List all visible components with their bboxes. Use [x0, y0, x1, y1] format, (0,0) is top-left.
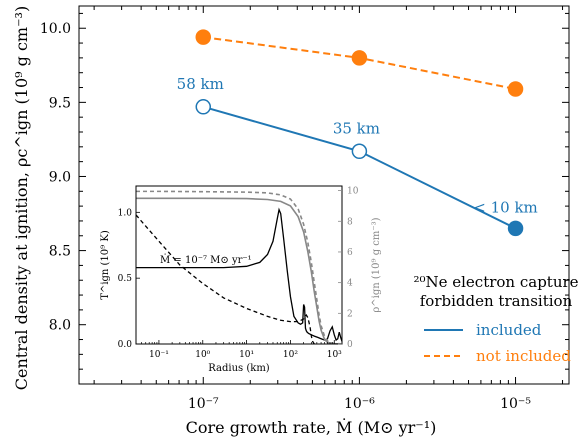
inset-x-axis-label: Radius (km) [208, 363, 270, 374]
inset-series [135, 190, 343, 345]
inset-y-left-tick-label: 0.5 [118, 274, 133, 284]
inset-x-tick-label: 10⁻¹ [149, 350, 169, 360]
inset-x-tick-label: 10³ [327, 350, 342, 360]
inset-panel: 10⁻¹ 10⁰ 10¹ 10² 10³ 0.0 0.5 1.0 0 2 4 6 8 10 Ṁ = 10⁻… [100, 185, 382, 374]
series-point-0 [195, 99, 212, 115]
series-point-1 [507, 81, 524, 97]
inset-y-right-tick-label: 0 [347, 340, 353, 350]
main-annotations: 58 km 35 km < 10 km [177, 75, 538, 217]
main-plot-frame [78, 5, 570, 385]
main-series [195, 29, 524, 237]
inset-series-line-2 [136, 197, 343, 345]
inset-ticks: 10⁻¹ 10⁰ 10¹ 10² 10³ 0.0 0.5 1.0 0 2 4 6 8 10 [118, 187, 359, 360]
legend-label-not-included: not included [476, 347, 571, 365]
inset-x-tick-label: 10⁰ [195, 350, 210, 360]
main-axes [78, 5, 570, 385]
legend-label-included: included [476, 321, 542, 339]
inset-series-line-3 [136, 190, 343, 345]
y-tick-label: 10.0 [40, 21, 71, 37]
legend: ²⁰Ne electron capture forbidden transiti… [413, 273, 578, 365]
inset-background [136, 186, 342, 344]
series-point-1 [195, 29, 212, 45]
x-axis-label: Core growth rate, Ṁ (M⊙ yr⁻¹) [186, 417, 437, 437]
inset-y-left-tick-label: 1.0 [118, 208, 133, 218]
inset-annotation: Ṁ = 10⁻⁷ M⊙ yr⁻¹ [160, 254, 252, 266]
inset-y-left-tick-label: 0.0 [118, 340, 133, 350]
legend-title-line-1: ²⁰Ne electron capture [413, 273, 578, 291]
y-tick-label: 8.5 [49, 244, 71, 260]
x-tick-label: 10⁻⁷ [188, 396, 219, 412]
y-tick-label: 8.0 [49, 318, 71, 334]
inset-frame [135, 185, 343, 345]
y-axis-label: Central density at ignition, ρc^ign (10⁹… [12, 6, 31, 390]
inset-y-axis-label-right: ρ^ign (10⁹ g cm⁻³) [371, 217, 382, 312]
inset-series-line-1 [135, 214, 315, 345]
y-tick-label: 9.5 [49, 95, 71, 111]
inset-x-tick-label: 10² [283, 350, 298, 360]
inset-y-right-tick-label: 4 [347, 279, 353, 289]
inset-series-line-0 [136, 207, 343, 342]
inset-y-right-tick-label: 2 [347, 309, 353, 319]
y-tick-label: 9.0 [49, 169, 71, 185]
series-point-0 [507, 220, 524, 237]
series-point-0 [351, 143, 368, 160]
x-tick-label: 10⁻⁵ [500, 396, 531, 412]
point-annotation: 35 km [333, 119, 380, 137]
inset-y-right-tick-label: 8 [347, 217, 353, 227]
x-tick-label: 10⁻⁶ [344, 396, 375, 412]
main-ticks: 10⁻⁷ 10⁻⁶ 10⁻⁵ 8.0 8.5 9.0 9.5 10.0 [40, 6, 569, 412]
inset-y-right-tick-label: 6 [347, 248, 353, 258]
inset-y-right-tick-label: 10 [347, 187, 359, 197]
inset-y-axis-label-left: T^ign (10⁹ K) [100, 230, 111, 300]
point-annotation: < 10 km [473, 198, 538, 216]
inset-x-tick-label: 10¹ [239, 350, 254, 360]
series-point-1 [351, 50, 368, 66]
point-annotation: 58 km [177, 75, 224, 93]
legend-title-line-2: forbidden transition [420, 292, 573, 310]
